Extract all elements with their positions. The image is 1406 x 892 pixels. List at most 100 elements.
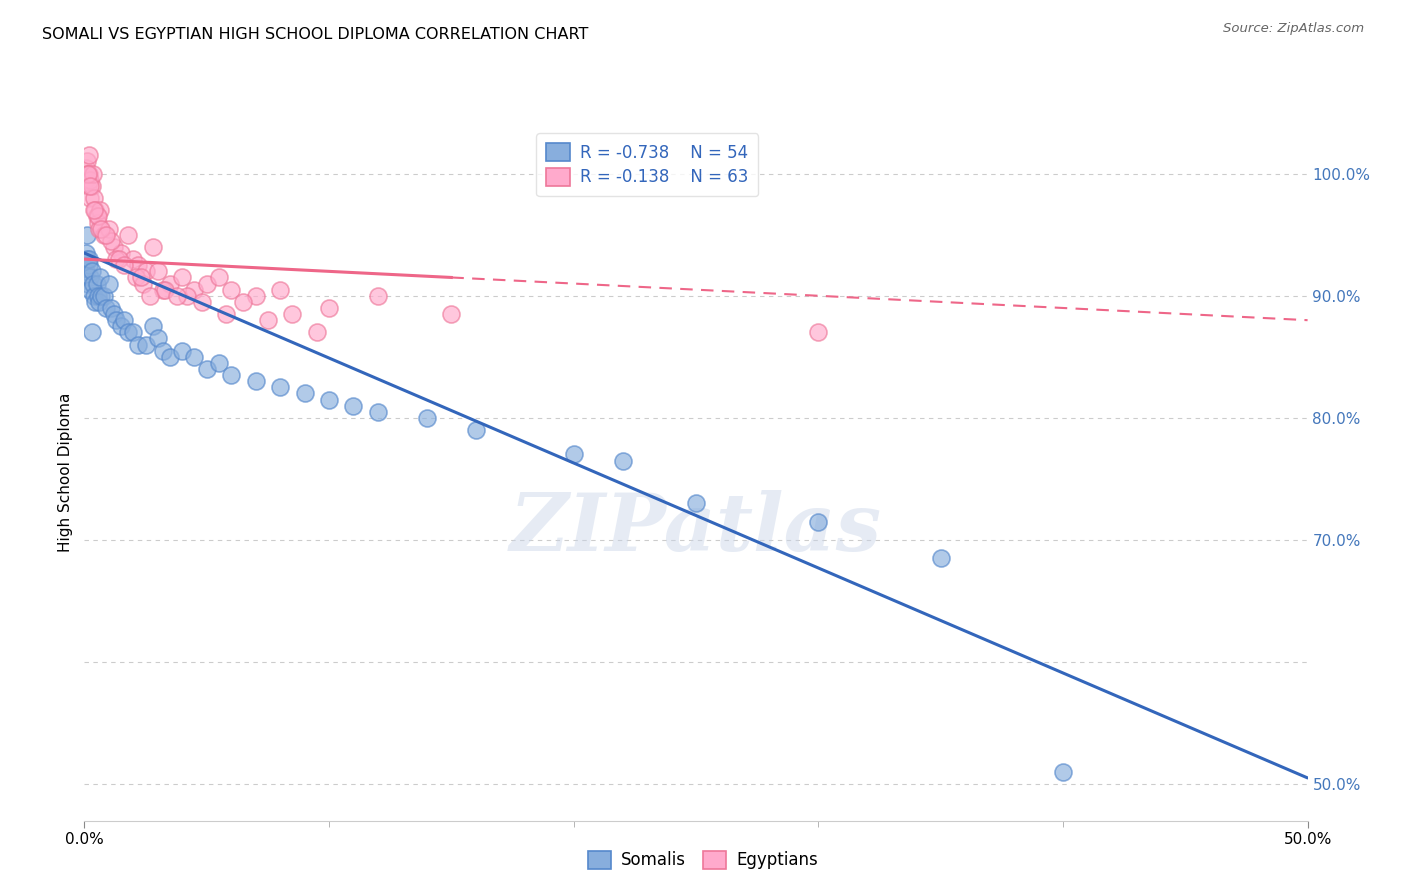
Point (232, 294, 254, 309)
Point (77, 277, 100, 291)
Point (87, 294, 110, 309)
Point (135, 337, 157, 351)
Point (96, 301, 118, 315)
Point (89, 270, 111, 285)
Point (464, 423, 486, 437)
Y-axis label: High School Diploma: High School Diploma (58, 393, 73, 552)
Point (152, 343, 174, 358)
Point (1052, 764, 1074, 779)
Point (77, 148, 100, 162)
Point (129, 270, 152, 285)
Point (76, 167, 98, 181)
Point (142, 240, 165, 254)
Legend: R = -0.738    N = 54, R = -0.138    N = 63: R = -0.738 N = 54, R = -0.138 N = 63 (536, 133, 758, 196)
Point (83, 191, 105, 205)
Point (305, 326, 328, 340)
Point (93, 227, 115, 242)
Point (416, 410, 439, 425)
Point (367, 405, 389, 419)
Point (269, 283, 291, 297)
Point (96, 227, 118, 242)
Point (79, 283, 101, 297)
Point (87, 215, 110, 229)
Point (142, 319, 165, 334)
Point (79, 178, 101, 193)
Point (75, 161, 97, 175)
Point (281, 307, 304, 321)
Legend: Somalis, Egyptians: Somalis, Egyptians (578, 840, 828, 880)
Point (103, 307, 125, 321)
Point (76, 252, 98, 267)
Point (125, 270, 148, 285)
Point (191, 294, 214, 309)
Point (146, 331, 169, 345)
Point (77, 178, 100, 193)
Point (97, 221, 120, 235)
Point (82, 277, 104, 291)
Point (79, 270, 101, 285)
Point (159, 350, 181, 364)
Point (122, 252, 145, 267)
Point (219, 283, 242, 297)
Point (183, 350, 205, 364)
Point (257, 313, 280, 327)
Point (294, 386, 316, 401)
Point (807, 326, 830, 340)
Point (112, 313, 135, 327)
Point (612, 453, 634, 467)
Point (135, 264, 157, 278)
Point (269, 380, 291, 394)
Point (84, 294, 107, 309)
Point (318, 301, 340, 315)
Point (77, 167, 100, 181)
Text: ZIPatlas: ZIPatlas (510, 490, 882, 567)
Point (127, 258, 149, 272)
Point (100, 234, 122, 248)
Point (342, 399, 364, 413)
Point (79, 191, 101, 205)
Point (183, 283, 205, 297)
Point (105, 313, 128, 327)
Text: SOMALI VS EGYPTIAN HIGH SCHOOL DIPLOMA CORRELATION CHART: SOMALI VS EGYPTIAN HIGH SCHOOL DIPLOMA C… (42, 27, 589, 42)
Point (195, 362, 218, 376)
Point (100, 301, 122, 315)
Point (110, 246, 132, 260)
Point (195, 277, 218, 291)
Point (122, 326, 145, 340)
Point (76, 154, 98, 169)
Point (132, 277, 155, 291)
Point (79, 173, 101, 187)
Point (83, 203, 105, 218)
Point (86, 277, 108, 291)
Point (117, 326, 139, 340)
Point (215, 307, 238, 321)
Point (87, 221, 110, 235)
Point (367, 289, 389, 303)
Point (153, 283, 176, 297)
Text: Source: ZipAtlas.com: Source: ZipAtlas.com (1223, 22, 1364, 36)
Point (318, 392, 340, 407)
Point (112, 258, 135, 272)
Point (152, 283, 174, 297)
Point (245, 289, 267, 303)
Point (97, 277, 120, 291)
Point (82, 167, 104, 181)
Point (107, 252, 129, 267)
Point (77, 252, 100, 267)
Point (146, 264, 169, 278)
Point (90, 221, 112, 235)
Point (89, 203, 111, 218)
Point (87, 289, 110, 303)
Point (117, 227, 139, 242)
Point (110, 319, 132, 334)
Point (807, 515, 830, 529)
Point (105, 252, 128, 267)
Point (219, 368, 242, 383)
Point (127, 337, 149, 351)
Point (159, 277, 181, 291)
Point (208, 356, 231, 370)
Point (76, 227, 98, 242)
Point (77, 258, 100, 272)
Point (83, 289, 105, 303)
Point (103, 240, 125, 254)
